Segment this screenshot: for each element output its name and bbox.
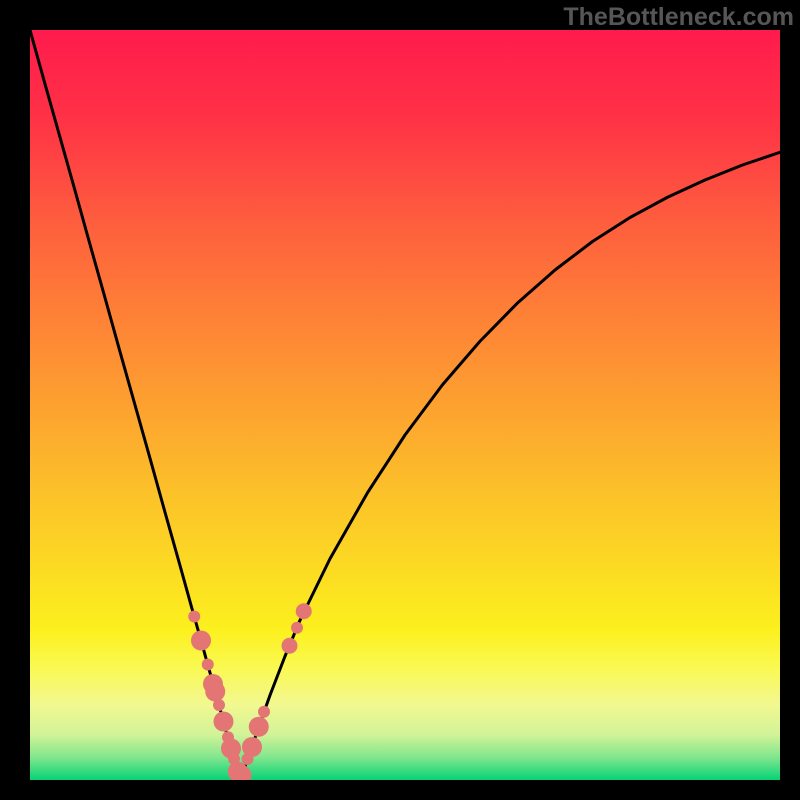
benchmark-point	[202, 659, 214, 671]
benchmark-point	[213, 699, 225, 711]
plot-area	[30, 30, 780, 780]
chart-svg	[30, 30, 780, 780]
benchmark-point	[249, 717, 269, 737]
watermark-text: TheBottleneck.com	[563, 3, 794, 32]
benchmark-point	[282, 638, 298, 654]
chart-container: TheBottleneck.com	[0, 0, 800, 800]
plot-background	[30, 30, 780, 780]
benchmark-point	[205, 682, 225, 702]
benchmark-point	[291, 622, 303, 634]
benchmark-point	[188, 611, 200, 623]
benchmark-point	[242, 737, 262, 757]
benchmark-point	[214, 712, 234, 732]
benchmark-point	[258, 706, 270, 718]
benchmark-point	[296, 603, 312, 619]
benchmark-point	[191, 631, 211, 651]
